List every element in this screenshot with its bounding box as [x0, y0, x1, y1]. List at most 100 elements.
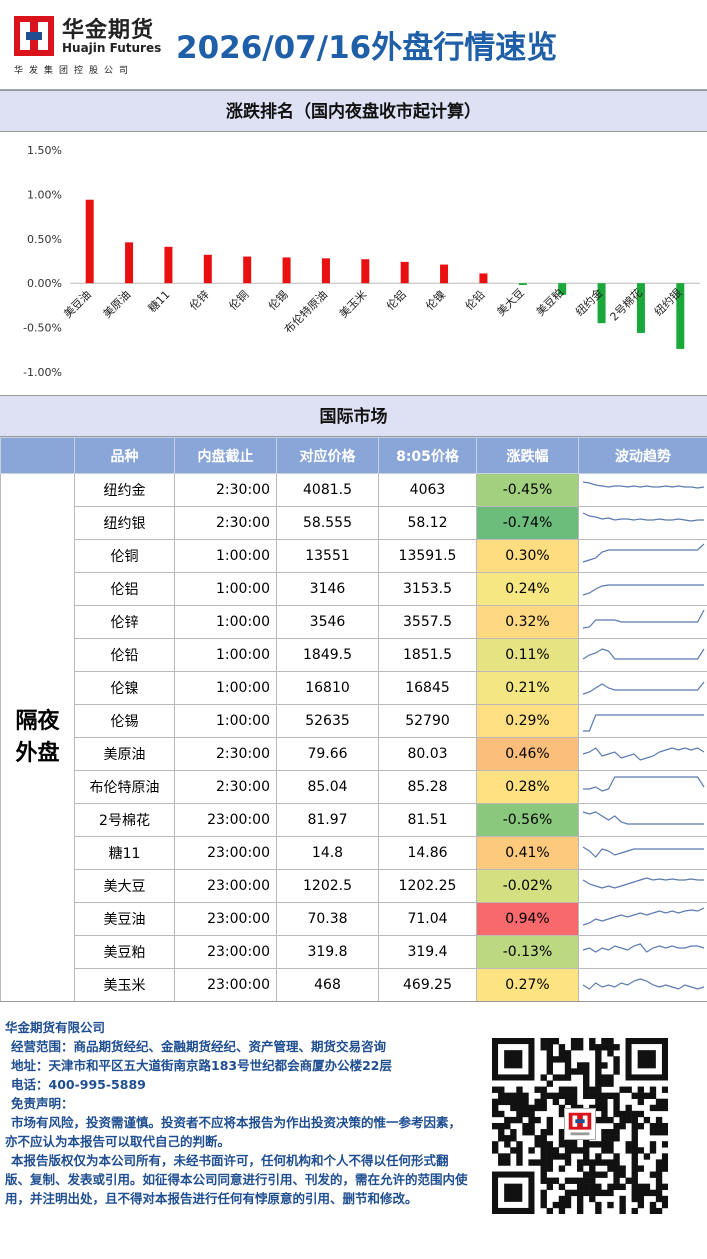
cell-805-price: 13591.5 — [378, 539, 477, 573]
qr-module — [540, 1038, 547, 1045]
qr-module — [601, 1044, 608, 1051]
sparkline-line — [582, 747, 705, 761]
qr-module — [607, 1044, 614, 1051]
qr-module — [546, 1080, 553, 1087]
sparkline-chart — [582, 811, 704, 825]
cell-805-price: 469.25 — [378, 968, 477, 1002]
qr-module — [661, 1159, 668, 1166]
qr-module — [607, 1189, 614, 1197]
cell-close-time: 23:00:00 — [174, 803, 277, 837]
qr-module — [510, 1104, 517, 1112]
qr-module — [504, 1098, 511, 1106]
header-close-time: 内盘截止 — [174, 437, 277, 474]
qr-module — [631, 1116, 638, 1124]
qr-module — [540, 1098, 547, 1106]
qr-module — [625, 1141, 632, 1148]
qr-module — [625, 1116, 632, 1124]
qr-module — [595, 1068, 602, 1075]
cell-805-price: 3557.5 — [378, 605, 477, 639]
qr-module — [589, 1086, 596, 1093]
qr-module — [546, 1129, 553, 1136]
table-row: 美大豆 23:00:00 1202.5 1202.25 -0.02% — [1, 869, 707, 903]
qr-module — [589, 1171, 596, 1178]
cell-change: 0.32% — [476, 605, 579, 639]
qr-module — [595, 1104, 602, 1112]
qr-module — [558, 1195, 566, 1203]
qr-module — [564, 1141, 572, 1148]
x-category-label: 伦镍 — [423, 287, 448, 312]
sparkline-chart — [582, 584, 704, 596]
group-label-line-2: 外盘 — [15, 740, 60, 766]
chart-bar — [597, 283, 606, 324]
cell-name: 伦镍 — [74, 671, 175, 705]
qr-module — [637, 1189, 645, 1197]
chart-bar — [164, 246, 173, 284]
qr-module — [655, 1177, 663, 1184]
qr-module — [564, 1098, 572, 1106]
qr-module — [570, 1147, 578, 1154]
footer-company: 华金期货有限公司 — [5, 1020, 106, 1035]
qr-module — [649, 1141, 657, 1148]
qr-module — [534, 1116, 541, 1124]
qr-module — [643, 1153, 651, 1160]
qr-module — [528, 1104, 535, 1112]
cell-close-time: 2:30:00 — [174, 506, 277, 540]
qr-module — [498, 1122, 505, 1130]
qr-module — [576, 1177, 584, 1184]
qr-module — [546, 1165, 553, 1172]
qr-module — [498, 1110, 505, 1118]
qr-module — [516, 1159, 523, 1166]
qr-module — [540, 1159, 547, 1166]
qr-module — [510, 1147, 517, 1154]
chart-bar — [243, 256, 252, 284]
qr-module — [570, 1068, 578, 1075]
qr-module — [661, 1195, 668, 1203]
cell-change: 0.41% — [476, 836, 579, 870]
table-row: 糖11 23:00:00 14.8 14.86 0.41% — [1, 836, 707, 870]
qr-module — [552, 1177, 560, 1184]
cell-price: 14.8 — [276, 836, 379, 870]
qr-module — [613, 1056, 620, 1063]
qr-module — [649, 1207, 657, 1214]
qr-module — [643, 1116, 651, 1124]
qr-module — [619, 1122, 626, 1130]
footer-phone: 电话：400-995-5889 — [11, 1077, 146, 1092]
logo-subtitle: 华发集团控股公司 — [14, 66, 135, 76]
sparkline-line — [582, 681, 705, 695]
chart-bar — [361, 259, 370, 284]
qr-module — [613, 1092, 620, 1099]
qr-module — [601, 1104, 608, 1112]
y-tick-label: -1.00% — [23, 366, 62, 379]
qr-module — [540, 1189, 547, 1197]
cell-name: 纽约银 — [74, 506, 175, 540]
header-price: 对应价格 — [276, 437, 379, 474]
table-row: 伦铝 1:00:00 3146 3153.5 0.24% — [1, 572, 707, 606]
qr-module — [607, 1074, 614, 1081]
qr-module — [583, 1080, 590, 1087]
qr-module — [619, 1201, 626, 1209]
sparkline-line — [582, 481, 705, 489]
x-category-label: 糖11 — [145, 287, 173, 315]
qr-module — [631, 1092, 638, 1099]
qr-module — [613, 1177, 620, 1184]
y-tick-label: 1.00% — [27, 188, 62, 201]
qr-module — [589, 1038, 596, 1045]
chart-bar — [676, 283, 685, 349]
qr-module — [589, 1104, 596, 1112]
qr-module — [607, 1141, 614, 1148]
qr-module — [619, 1171, 626, 1178]
qr-module — [619, 1086, 626, 1093]
qr-module — [649, 1189, 657, 1197]
qr-module — [558, 1086, 566, 1093]
sparkline-line — [582, 978, 705, 990]
cell-805-price: 71.04 — [378, 902, 477, 936]
qr-module — [540, 1195, 547, 1203]
qr-module — [564, 1201, 572, 1209]
cell-change: 0.11% — [476, 638, 579, 672]
qr-module — [552, 1038, 560, 1045]
qr-module — [601, 1189, 608, 1197]
qr-module — [631, 1129, 638, 1136]
cell-change: 0.94% — [476, 902, 579, 936]
sparkline-line — [582, 811, 704, 825]
cell-price: 4081.5 — [276, 473, 379, 507]
